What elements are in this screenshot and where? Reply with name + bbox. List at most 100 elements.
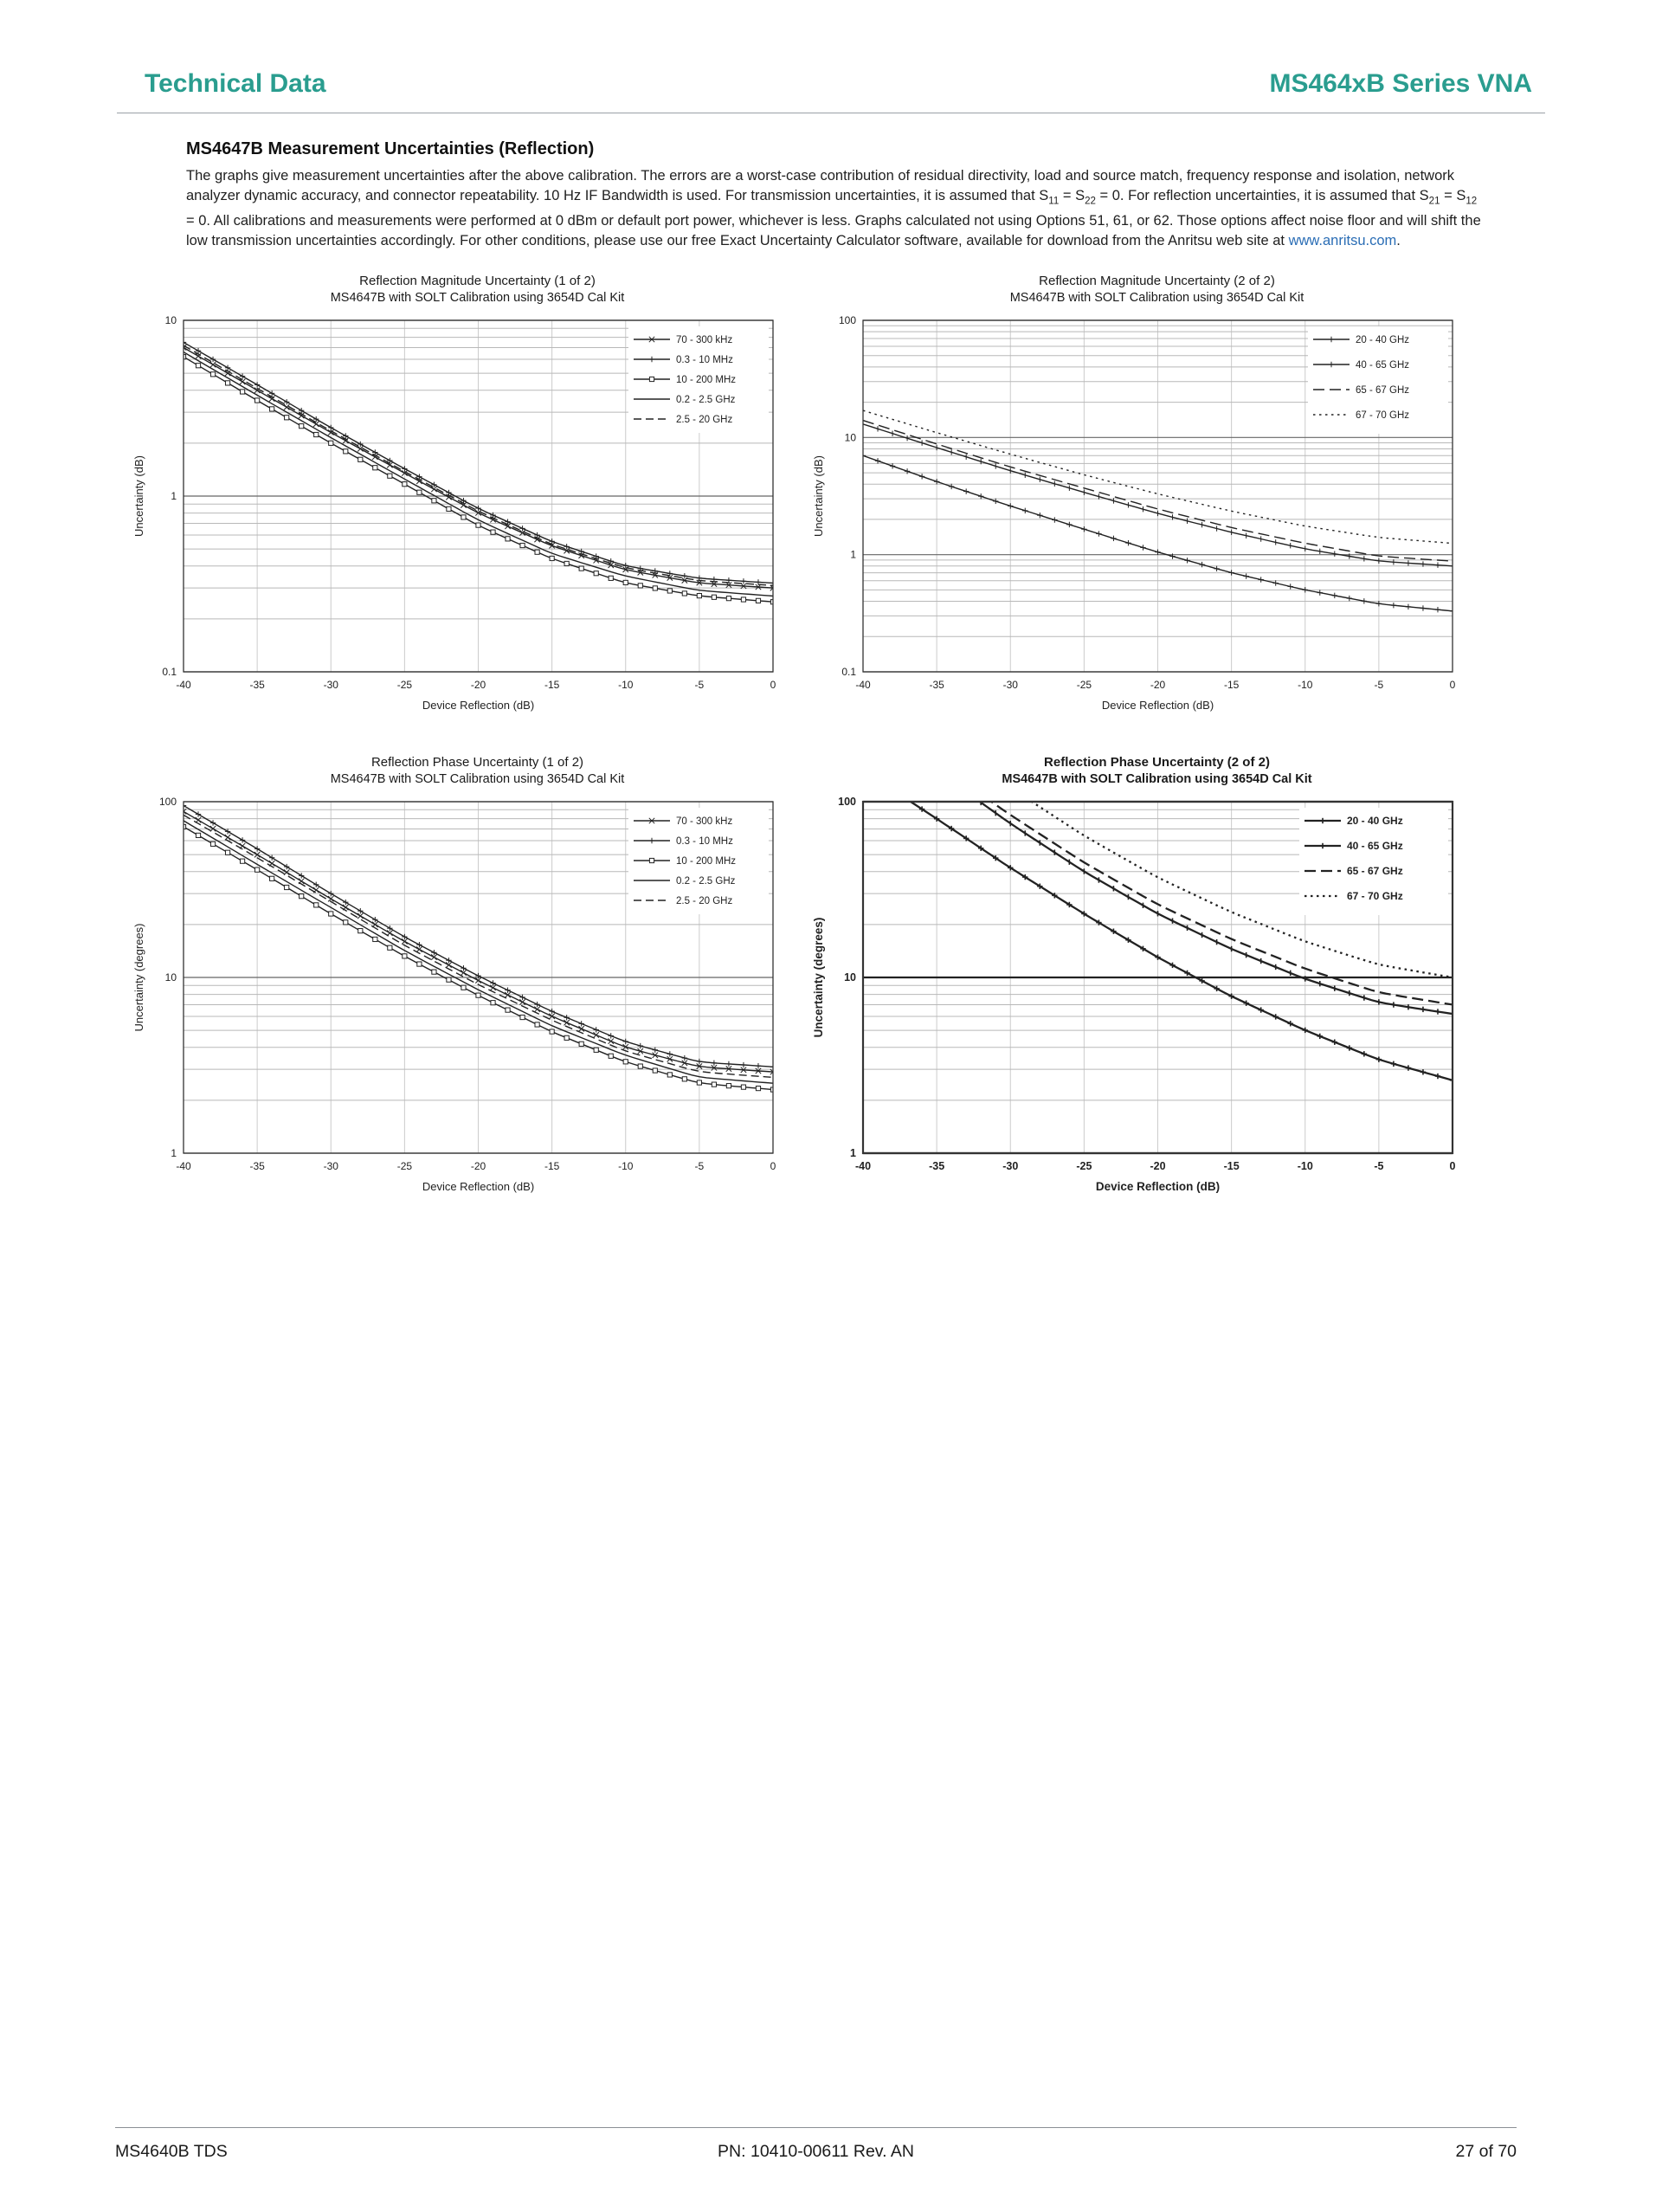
svg-text:-35: -35 — [249, 1160, 265, 1172]
svg-text:0.1: 0.1 — [162, 666, 177, 678]
svg-text:1: 1 — [850, 1147, 856, 1159]
legend-label: 65 - 67 GHz — [1356, 385, 1409, 396]
svg-text:-25: -25 — [397, 679, 413, 691]
chart-title: Reflection Phase Uncertainty (1 of 2) — [370, 755, 584, 771]
svg-text:-25: -25 — [1076, 1160, 1092, 1172]
chart-title: Reflection Phase Uncertainty (2 of 2) — [1044, 755, 1270, 771]
svg-text:0: 0 — [1450, 1160, 1456, 1172]
section-heading: MS4647B Measurement Uncertainties (Refle… — [186, 139, 595, 158]
svg-text:-40: -40 — [176, 1160, 191, 1172]
svg-text:-5: -5 — [695, 679, 705, 691]
series-0.2 - 2.5 GHz — [184, 351, 773, 597]
svg-text:-30: -30 — [1002, 1160, 1018, 1172]
svg-text:-10: -10 — [1298, 1160, 1313, 1172]
series-65 - 67 GHz — [989, 802, 1453, 1006]
svg-text:-20: -20 — [471, 679, 486, 691]
charts-grid: Reflection Magnitude Uncertainty (1 of 2… — [130, 274, 1662, 1198]
chart-subtitle: MS4647B with SOLT Calibration using 3654… — [330, 291, 625, 306]
y-axis-label: Uncertainty (dB) — [812, 455, 825, 537]
legend-label: 0.3 - 10 MHz — [676, 355, 733, 365]
s-parameter-subscript: 21 — [1428, 196, 1440, 207]
s-parameter-subscript: 11 — [1048, 196, 1060, 207]
intro-paragraph: The graphs give measurement uncertaintie… — [186, 166, 1485, 251]
chart-canvas: -40 -35 -30 -25 -20 -15 -10 -5 0 0.1 1 10 100 Device … — [812, 314, 1456, 712]
svg-text:0: 0 — [770, 679, 776, 691]
legend-label: 0.2 - 2.5 GHz — [676, 395, 736, 405]
chart-title: Reflection Magnitude Uncertainty (1 of 2… — [359, 274, 596, 289]
paragraph-text: . — [1396, 233, 1401, 249]
page-header: Technical Data MS464xB Series VNA — [0, 0, 1662, 99]
svg-text:-25: -25 — [1077, 679, 1092, 691]
chart-subtitle: MS4647B with SOLT Calibration using 3654… — [1009, 291, 1304, 306]
legend-label: 40 - 65 GHz — [1347, 840, 1403, 852]
svg-text:-20: -20 — [1150, 679, 1166, 691]
x-axis-label: Device Reflection (dB) — [1102, 699, 1214, 712]
svg-text:-30: -30 — [324, 679, 339, 691]
y-axis-label: Uncertainty (degrees) — [132, 924, 145, 1032]
svg-text:1: 1 — [171, 490, 177, 502]
series-group — [906, 802, 1453, 1084]
svg-text:-15: -15 — [1224, 679, 1240, 691]
doc-type-title: Technical Data — [145, 69, 326, 98]
svg-text:10: 10 — [165, 971, 177, 983]
svg-text:-40: -40 — [855, 679, 871, 691]
chart-canvas: -40 -35 -30 -25 -20 -15 -10 -5 0 1 10 100 Device Ref… — [812, 796, 1456, 1193]
svg-text:-10: -10 — [1298, 679, 1313, 691]
s-parameter-subscript: 12 — [1466, 196, 1478, 207]
legend-label: 70 - 300 kHz — [676, 816, 732, 827]
svg-text:-20: -20 — [1150, 1160, 1165, 1172]
svg-text:10: 10 — [165, 314, 177, 326]
y-axis-label: Uncertainty (dB) — [132, 455, 145, 537]
paragraph-text: = S — [1440, 188, 1466, 203]
legend-label: 20 - 40 GHz — [1356, 335, 1409, 345]
svg-text:-20: -20 — [471, 1160, 486, 1172]
svg-text:100: 100 — [838, 796, 856, 808]
series-group — [184, 803, 773, 1093]
footer-part-number: PN: 10410-00611 Rev. AN — [718, 2142, 914, 2161]
x-axis-label: Device Reflection (dB) — [1096, 1180, 1220, 1193]
svg-text:0: 0 — [1450, 679, 1456, 691]
chart-reflection-magnitude-2of2: Reflection Magnitude Uncertainty (2 of 2… — [809, 274, 1463, 717]
chart-canvas: -40 -35 -30 -25 -20 -15 -10 -5 0 0.1 1 10 Device Ref… — [132, 314, 776, 712]
svg-text:0.1: 0.1 — [841, 666, 856, 678]
legend-label: 20 - 40 GHz — [1347, 815, 1403, 827]
legend-label: 2.5 - 20 GHz — [676, 415, 732, 425]
legend: 20 - 40 GHz 40 - 65 GHz 65 - 67 GHz 67 - 70… — [1299, 808, 1448, 916]
svg-text:-15: -15 — [544, 679, 560, 691]
legend: 70 - 300 kHz 0.3 - 10 MHz 10 - 200 MHz 0.2 … — [628, 808, 769, 915]
legend-label: 2.5 - 20 GHz — [676, 896, 732, 906]
x-axis-label: Device Reflection (dB) — [422, 1180, 534, 1193]
footer-page-number: 27 of 70 — [1455, 2142, 1517, 2161]
series-2.5 - 20 GHz — [184, 345, 773, 587]
legend: 20 - 40 GHz 40 - 65 GHz 65 - 67 GHz 67 - 70… — [1308, 326, 1448, 435]
svg-text:-40: -40 — [855, 1160, 871, 1172]
uncertainties-section: MS4647B Measurement Uncertainties (Refle… — [186, 139, 1485, 251]
series-0.2 - 2.5 GHz — [184, 820, 773, 1085]
chart-reflection-phase-1of2: Reflection Phase Uncertainty (1 of 2) MS… — [130, 755, 783, 1198]
legend-label: 67 - 70 GHz — [1347, 890, 1403, 902]
paragraph-text: = S — [1059, 188, 1085, 203]
svg-text:-5: -5 — [695, 1160, 705, 1172]
product-series-title: MS464xB Series VNA — [1269, 69, 1533, 98]
legend-label: 67 - 70 GHz — [1356, 410, 1409, 421]
svg-text:-15: -15 — [1224, 1160, 1240, 1172]
svg-text:100: 100 — [839, 314, 856, 326]
legend-label: 70 - 300 kHz — [676, 335, 732, 345]
y-axis-label: Uncertainty (degrees) — [812, 918, 825, 1038]
svg-text:-35: -35 — [249, 679, 265, 691]
paragraph-text: = 0. All calibrations and measurements w… — [186, 213, 1481, 249]
svg-text:10: 10 — [844, 971, 856, 983]
anritsu-link[interactable]: www.anritsu.com — [1288, 233, 1397, 249]
svg-text:-5: -5 — [1375, 679, 1384, 691]
chart-canvas: -40 -35 -30 -25 -20 -15 -10 -5 0 1 10 100 Device Ref… — [132, 796, 776, 1193]
page-footer: MS4640B TDS PN: 10410-00611 Rev. AN 27 o… — [115, 2127, 1517, 2162]
legend-label: 10 - 200 MHz — [676, 375, 736, 385]
legend-label: 10 - 200 MHz — [676, 856, 736, 867]
svg-text:-5: -5 — [1374, 1160, 1383, 1172]
chart-subtitle: MS4647B with SOLT Calibration using 3654… — [330, 772, 625, 787]
series-65 - 67 GHz — [863, 420, 1453, 563]
svg-text:10: 10 — [845, 432, 857, 444]
chart-subtitle: MS4647B with SOLT Calibration using 3654… — [1002, 772, 1312, 787]
legend: 70 - 300 kHz 0.3 - 10 MHz 10 - 200 MHz 0.2 … — [628, 326, 769, 434]
